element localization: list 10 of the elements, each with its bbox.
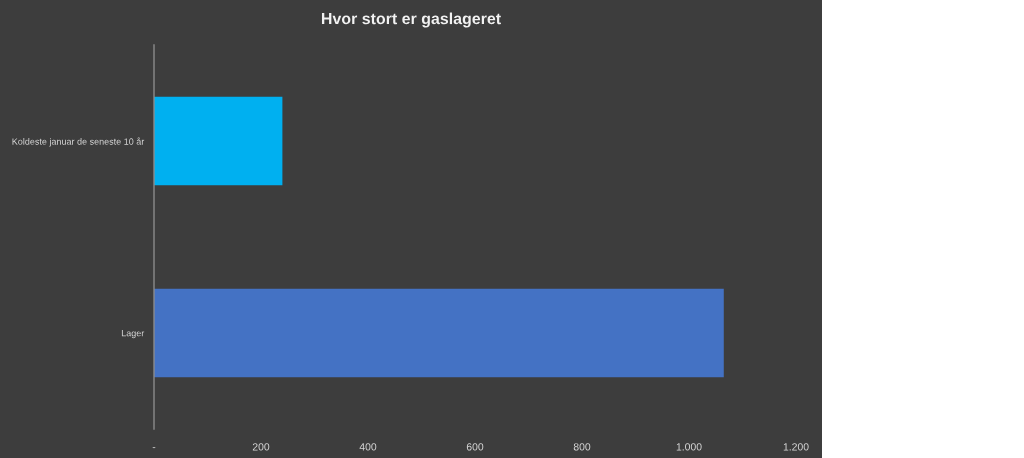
x-tick-label: 1.000 [676,443,702,451]
x-tick-label: 200 [252,443,270,451]
x-tick-label: 400 [359,443,377,451]
x-tick-label: 600 [466,443,484,451]
x-tick-label: 800 [573,443,591,451]
chart-title: Hvor stort er gaslageret [321,12,501,28]
y-tick-label: Koldeste januar de seneste 10 år [12,137,145,147]
x-tick-label: - [152,447,156,449]
y-tick-label: Lager [121,330,145,339]
x-tick-label: 1.200 [783,443,809,451]
